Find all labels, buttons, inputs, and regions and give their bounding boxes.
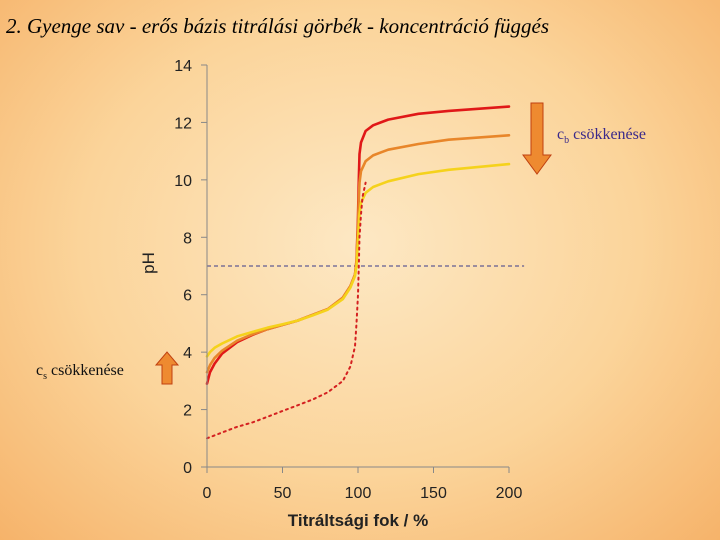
cs-annotation: cs csökkenése — [36, 362, 124, 382]
y-tick-label: 2 — [183, 403, 192, 420]
curves-group — [205, 105, 511, 440]
cs-text: csökkenése — [47, 362, 124, 379]
cb-text: csökkenése — [569, 126, 646, 143]
y-tick-label: 12 — [174, 115, 192, 132]
y-axis-label: pH — [139, 252, 158, 274]
x-tick-label: 200 — [496, 485, 523, 502]
cb-annotation: cb csökkenése — [557, 126, 646, 146]
y-tick-label: 10 — [174, 173, 192, 190]
x-axis-label: Titráltsági fok / % — [288, 511, 428, 530]
x-tick-label: 50 — [274, 485, 292, 502]
y-tick-label: 0 — [183, 460, 192, 477]
x-tick-label: 100 — [345, 485, 372, 502]
axes-group: Titráltsági fok / % pH 0 2 4 6 8 10 12 14 0 50 100… — [139, 58, 522, 530]
y-tick-label: 14 — [174, 58, 192, 75]
arrows-group — [154, 102, 552, 385]
cb-decrease-arrow-icon — [522, 102, 552, 175]
cs-var: c — [36, 362, 44, 379]
cs-subscript: s — [43, 371, 48, 383]
cs-increase-arrow-icon — [154, 351, 180, 385]
curve-low-conc — [205, 162, 511, 358]
cb-var: c — [557, 126, 565, 143]
cb-subscript: b — [564, 135, 570, 147]
y-tick-label: 4 — [183, 345, 192, 362]
y-tick-label: 8 — [183, 230, 192, 247]
slide-title: 2. Gyenge sav - erős bázis titrálási gör… — [6, 14, 549, 38]
curve-strong-acid-dotted — [206, 181, 367, 440]
x-tick-label: 0 — [203, 485, 212, 502]
y-tick-label: 6 — [183, 288, 192, 305]
x-tick-label: 150 — [420, 485, 447, 502]
